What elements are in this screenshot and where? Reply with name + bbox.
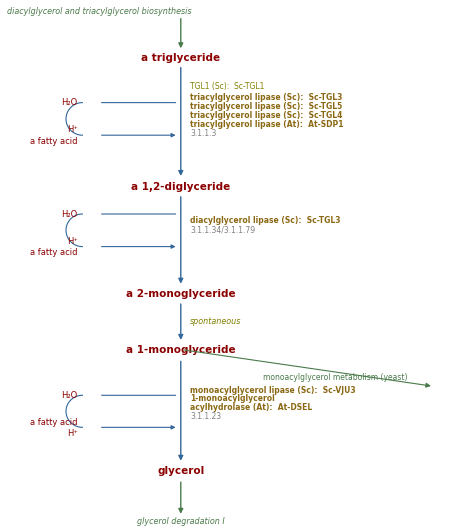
Text: TGL1 (Sc):  Sc-TGL1: TGL1 (Sc): Sc-TGL1 (190, 82, 264, 91)
Text: triacylglycerol lipase (At):  At-SDP1: triacylglycerol lipase (At): At-SDP1 (190, 119, 344, 129)
Text: a fatty acid: a fatty acid (30, 249, 78, 258)
Text: spontaneous: spontaneous (190, 317, 242, 326)
Text: glycerol: glycerol (157, 466, 204, 476)
Text: H⁺: H⁺ (67, 429, 78, 438)
Text: 3.1.1.23: 3.1.1.23 (190, 413, 221, 421)
Text: a triglyceride: a triglyceride (141, 53, 220, 63)
Text: H₂O: H₂O (62, 98, 78, 107)
Text: acylhydrolase (At):  At-DSEL: acylhydrolase (At): At-DSEL (190, 404, 312, 413)
Text: H₂O: H₂O (62, 391, 78, 400)
Text: diacylglycerol and triacylglycerol biosynthesis: diacylglycerol and triacylglycerol biosy… (8, 7, 192, 16)
Text: H⁺: H⁺ (67, 237, 78, 246)
Text: diacylglycerol lipase (Sc):  Sc-TGL3: diacylglycerol lipase (Sc): Sc-TGL3 (190, 216, 341, 225)
Text: a fatty acid: a fatty acid (30, 137, 78, 146)
Text: a 2-monoglyceride: a 2-monoglyceride (126, 289, 236, 299)
Text: a 1-monoglyceride: a 1-monoglyceride (126, 345, 236, 355)
Text: a fatty acid: a fatty acid (30, 417, 78, 426)
Text: a 1,2-diglyceride: a 1,2-diglyceride (131, 182, 230, 192)
Text: H₂O: H₂O (62, 210, 78, 218)
Text: 1-monoacylglycerol: 1-monoacylglycerol (190, 395, 275, 404)
Text: triacylglycerol lipase (Sc):  Sc-TGL5: triacylglycerol lipase (Sc): Sc-TGL5 (190, 102, 342, 111)
Text: monoacylglycerol metabolism (yeast): monoacylglycerol metabolism (yeast) (263, 373, 407, 382)
Text: H⁺: H⁺ (67, 125, 78, 134)
Text: triacylglycerol lipase (Sc):  Sc-TGL4: triacylglycerol lipase (Sc): Sc-TGL4 (190, 111, 343, 119)
Text: triacylglycerol lipase (Sc):  Sc-TGL3: triacylglycerol lipase (Sc): Sc-TGL3 (190, 93, 343, 102)
Text: 3.1.1.34/3.1.1.79: 3.1.1.34/3.1.1.79 (190, 225, 255, 234)
Text: 3.1.1.3: 3.1.1.3 (190, 129, 217, 138)
Text: glycerol degradation I: glycerol degradation I (137, 517, 225, 526)
Text: monoacylglycerol lipase (Sc):  Sc-VJU3: monoacylglycerol lipase (Sc): Sc-VJU3 (190, 386, 356, 395)
